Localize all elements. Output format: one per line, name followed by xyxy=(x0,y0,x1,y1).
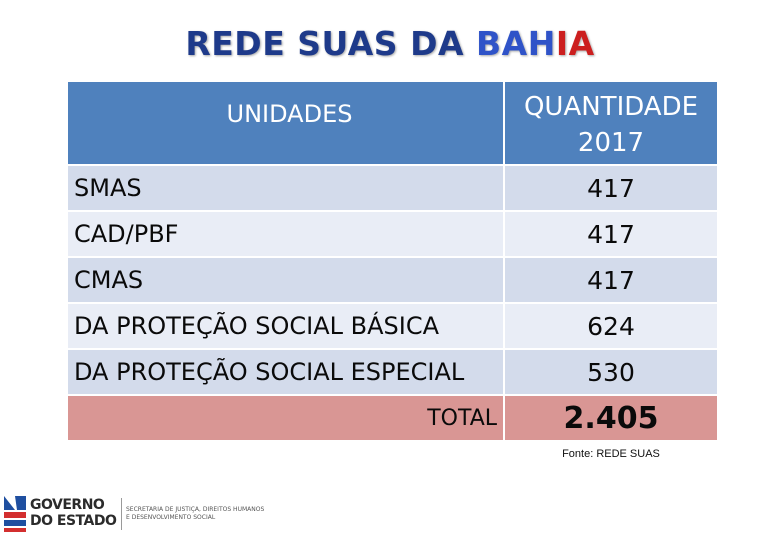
header-units: UNIDADES xyxy=(66,80,505,166)
header-year: 2017 xyxy=(577,128,645,158)
row-value: 417 xyxy=(503,256,719,304)
row-value: 417 xyxy=(503,210,719,258)
row-label: SMAS xyxy=(66,164,505,212)
table-row: DA PROTEÇÃO SOCIAL BÁSICA 624 xyxy=(66,302,719,350)
logo-line1: GOVERNO xyxy=(30,497,105,513)
logo-divider xyxy=(121,498,122,530)
logo-line2: DO ESTADO xyxy=(30,513,117,529)
page-title: REDE SUAS DA BAHIA xyxy=(0,24,780,63)
title-part-red: IA xyxy=(555,24,595,63)
total-value: 2.405 xyxy=(503,394,719,442)
suas-units-table: UNIDADES QUANTIDADE 2017 SMAS 417 CAD/PB… xyxy=(66,80,719,442)
row-label: CAD/PBF xyxy=(66,210,505,258)
row-label: CMAS xyxy=(66,256,505,304)
logo-sub-line2: E DESENVOLVIMENTO SOCIAL xyxy=(126,514,216,521)
row-value: 624 xyxy=(503,302,719,350)
source-note: Fonte: REDE SUAS xyxy=(562,448,660,460)
logo-department: SECRETARIA DE JUSTIÇA, DIREITOS HUMANOS … xyxy=(126,506,264,522)
bahia-flag-icon xyxy=(4,496,26,532)
row-value: 530 xyxy=(503,348,719,396)
row-label: DA PROTEÇÃO SOCIAL BÁSICA xyxy=(66,302,505,350)
logo-sub-line1: SECRETARIA DE JUSTIÇA, DIREITOS HUMANOS xyxy=(126,506,265,513)
table-row: CMAS 417 xyxy=(66,256,719,304)
title-part-blue: BAH xyxy=(476,24,556,63)
table-total-row: TOTAL 2.405 xyxy=(66,394,719,442)
logo-wordmark: GOVERNO DO ESTADO xyxy=(30,497,117,529)
title-part-main: REDE SUAS DA xyxy=(185,24,476,63)
header-quantity-label: QUANTIDADE xyxy=(523,92,699,122)
row-label: DA PROTEÇÃO SOCIAL ESPECIAL xyxy=(66,348,505,396)
table-header-row: UNIDADES QUANTIDADE 2017 xyxy=(66,80,719,166)
government-logo: GOVERNO DO ESTADO SECRETARIA DE JUSTIÇA,… xyxy=(4,496,264,534)
table-row: DA PROTEÇÃO SOCIAL ESPECIAL 530 xyxy=(66,348,719,396)
table-row: SMAS 417 xyxy=(66,164,719,212)
table-row: CAD/PBF 417 xyxy=(66,210,719,258)
total-label: TOTAL xyxy=(66,394,505,442)
header-quantity: QUANTIDADE 2017 xyxy=(503,80,719,166)
row-value: 417 xyxy=(503,164,719,212)
